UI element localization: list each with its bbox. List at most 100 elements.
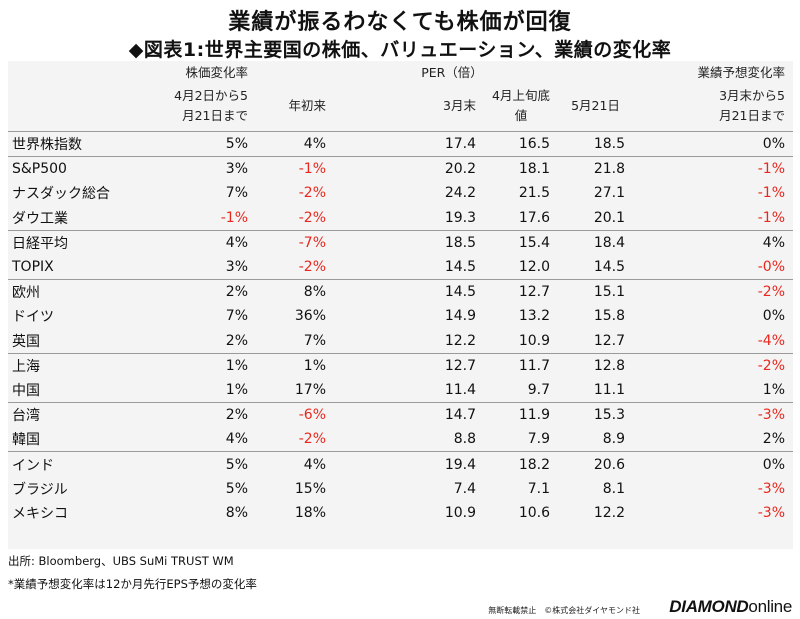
figure-subtitle: ◆図表1:世界主要国の株価、バリュエーション、業績の変化率 — [128, 39, 672, 61]
per-april-low: 13.2 — [518, 308, 550, 325]
per-may: 20.6 — [558, 451, 633, 477]
table-row: 世界株指数 5% 4% 17.4 16.5 18.5 0% — [8, 132, 793, 157]
header-per-may: 5月21日 — [571, 98, 620, 113]
per-april-low: 12.7 — [484, 279, 558, 305]
per-march: 11.4 — [444, 381, 476, 398]
country-name: インド — [8, 451, 156, 477]
per-march: 10.9 — [444, 504, 476, 521]
per-april-low: 7.1 — [527, 480, 550, 497]
per-april-low: 16.5 — [518, 136, 550, 153]
table-row: 韓国 4% -2% 8.8 7.9 8.9 2% — [8, 427, 793, 452]
stock-change-ytd: 18% — [294, 504, 326, 521]
per-may: 14.5 — [593, 259, 625, 276]
stock-change-apr: 7% — [225, 185, 248, 202]
country-name: 欧州 — [8, 279, 156, 305]
header-empty — [256, 61, 334, 81]
stock-change-ytd: -6% — [256, 402, 334, 428]
eps-change: -2% — [633, 279, 793, 305]
logo-light-text: online — [748, 597, 792, 616]
per-march: 19.3 — [444, 209, 476, 226]
per-may: 20.1 — [593, 209, 625, 226]
country-name: ダウ工業 — [12, 210, 68, 227]
per-may: 15.3 — [558, 402, 633, 428]
table-row: 英国 2% 7% 12.2 10.9 12.7 -4% — [8, 329, 793, 354]
stock-change-ytd: -2% — [298, 431, 326, 448]
diamond-online-logo: DIAMONDonline — [669, 597, 792, 617]
per-april-low: 18.2 — [484, 451, 558, 477]
per-april-low: 10.9 — [518, 332, 550, 349]
table-row: 日経平均 4% -7% 18.5 15.4 18.4 4% — [8, 229, 793, 255]
country-name: 台湾 — [8, 402, 156, 428]
stock-change-apr: 4% — [225, 431, 248, 448]
per-april-low: 9.7 — [527, 381, 550, 398]
stock-change-apr: 7% — [225, 308, 248, 325]
header-eps: 3月末から5 月21日まで — [719, 88, 785, 123]
header-group-stock: 株価変化率 — [185, 64, 248, 80]
eps-change: -1% — [633, 156, 793, 182]
country-name: 中国 — [12, 382, 40, 399]
per-march: 17.4 — [444, 136, 476, 153]
stock-change-apr: -1% — [220, 209, 248, 226]
table-row: TOPIX 3% -2% 14.5 12.0 14.5 -0% — [8, 255, 793, 280]
eps-change: 0% — [762, 308, 785, 325]
header-empty — [8, 61, 156, 81]
per-march: 14.9 — [444, 308, 476, 325]
footnote: *業績予想変化率は12か月先行EPS予想の変化率 — [8, 577, 257, 591]
country-name: ナスダック総合 — [12, 186, 110, 203]
table-row: ドイツ 7% 36% 14.9 13.2 15.8 0% — [8, 304, 793, 328]
per-april-low: 10.6 — [518, 504, 550, 521]
header-stock-ytd: 年初来 — [288, 98, 326, 113]
per-april-low: 11.9 — [484, 402, 558, 428]
per-march: 14.5 — [444, 259, 476, 276]
country-name: 日経平均 — [8, 229, 156, 255]
header-group-per: PER（倍） — [421, 64, 483, 80]
per-may: 18.5 — [593, 136, 625, 153]
per-may: 27.1 — [593, 185, 625, 202]
stock-change-apr: 2% — [156, 279, 256, 305]
country-name: TOPIX — [12, 259, 54, 276]
stock-change-apr: 4% — [156, 229, 256, 255]
eps-change: -1% — [757, 185, 785, 202]
stock-change-apr: 1% — [225, 381, 248, 398]
eps-change: 4% — [633, 229, 793, 255]
eps-change: 0% — [633, 451, 793, 477]
header-empty — [8, 81, 156, 132]
per-may: 12.2 — [593, 504, 625, 521]
stock-change-apr: 8% — [225, 504, 248, 521]
per-march: 14.5 — [334, 279, 484, 305]
table-row: メキシコ 8% 18% 10.9 10.6 12.2 -3% — [8, 501, 793, 525]
country-name: S&P500 — [8, 156, 156, 182]
eps-change: 0% — [762, 136, 785, 153]
per-may: 18.4 — [558, 229, 633, 255]
per-may: 11.1 — [593, 381, 625, 398]
table-row: ブラジル 5% 15% 7.4 7.1 8.1 -3% — [8, 477, 793, 501]
country-name: ブラジル — [12, 481, 68, 498]
header-stock-apr: 4月2日から5 月21日まで — [174, 88, 248, 123]
stock-change-apr: 3% — [156, 156, 256, 182]
stock-change-ytd: 4% — [256, 451, 334, 477]
source-note: 出所: Bloomberg、UBS SuMi TRUST WM — [8, 554, 234, 568]
eps-change: 2% — [762, 431, 785, 448]
eps-change: -1% — [757, 209, 785, 226]
per-may: 15.1 — [558, 279, 633, 305]
country-name: 世界株指数 — [12, 137, 82, 154]
stock-change-ytd: 36% — [294, 308, 326, 325]
stock-change-ytd: 8% — [256, 279, 334, 305]
stock-change-ytd: -1% — [256, 156, 334, 182]
table-row: 台湾 2% -6% 14.7 11.9 15.3 -3% — [8, 402, 793, 428]
per-april-low: 17.6 — [518, 209, 550, 226]
per-april-low: 15.4 — [484, 229, 558, 255]
eps-change: -2% — [633, 352, 793, 378]
stock-change-ytd: 15% — [294, 480, 326, 497]
header-group-eps: 業績予想変化率 — [697, 64, 785, 80]
country-name: 韓国 — [12, 432, 40, 449]
per-may: 8.9 — [602, 431, 625, 448]
per-march: 24.2 — [444, 185, 476, 202]
country-name: メキシコ — [12, 505, 68, 522]
table-row: 中国 1% 17% 11.4 9.7 11.1 1% — [8, 378, 793, 403]
per-may: 12.7 — [593, 332, 625, 349]
per-may: 12.8 — [558, 352, 633, 378]
copyright-credit: 無断転載禁止 ©株式会社ダイヤモンド社 — [488, 606, 640, 615]
data-table: 株価変化率 PER（倍） 業績予想変化率 4月2日から5 月21日まで 年初来 … — [8, 61, 793, 525]
table-row: インド 5% 4% 19.4 18.2 20.6 0% — [8, 451, 793, 477]
